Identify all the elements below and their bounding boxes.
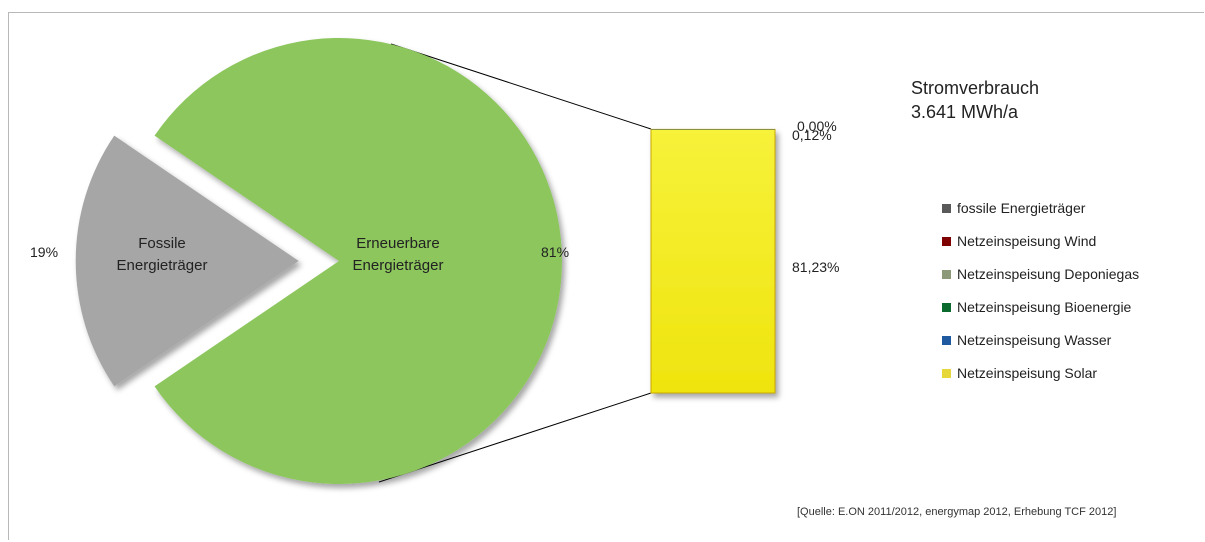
pie-slice-fossil [75, 135, 299, 387]
legend-swatch [942, 368, 951, 378]
legend: fossile Energieträger Netzeinspeisung Wi… [942, 196, 1139, 394]
legend-item-wasser: Netzeinspeisung Wasser [942, 328, 1139, 352]
chart-title: Stromverbrauch 3.641 MWh/a [911, 76, 1039, 124]
legend-label: Netzeinspeisung Deponiegas [957, 266, 1140, 282]
chart-frame [8, 12, 1204, 540]
breakdown-bar [650, 128, 776, 394]
chart-title-line1: Stromverbrauch [911, 78, 1040, 98]
legend-label: Netzeinspeisung Wind [957, 233, 1097, 249]
pie-slice-renewable [154, 38, 562, 485]
chart-title-line2: 3.641 MWh/a [911, 102, 1019, 122]
slice-label-renewable-line1: Erneuerbare [356, 235, 439, 252]
legend-swatch [942, 236, 951, 246]
legend-label: Netzeinspeisung Wasser [957, 332, 1112, 348]
slice-label-renewable-line2: Energieträger [353, 257, 444, 274]
legend-item-solar: Netzeinspeisung Solar [942, 361, 1139, 385]
pie-slices [75, 38, 562, 485]
slice-label-fossil-line2: Energieträger [117, 257, 208, 274]
legend-item-fossil: fossile Energieträger [942, 196, 1139, 220]
slice-value-renewable: 81% [541, 244, 569, 260]
bar-label-wasser: 0,12% [792, 127, 832, 143]
connector-line-top [390, 43, 652, 130]
legend-item-wind: Netzeinspeisung Wind [942, 229, 1139, 253]
connector-line-bottom [378, 392, 652, 483]
legend-swatch [942, 203, 951, 213]
legend-item-bioenergie: Netzeinspeisung Bioenergie [942, 295, 1139, 319]
source-note: [Quelle: E.ON 2011/2012, energymap 2012,… [797, 506, 1117, 518]
legend-label: fossile Energieträger [957, 200, 1086, 216]
legend-label: Netzeinspeisung Bioenergie [957, 299, 1132, 315]
legend-swatch [942, 302, 951, 312]
bar-label-solar: 81,23% [792, 259, 839, 275]
legend-label: Netzeinspeisung Solar [957, 365, 1098, 381]
legend-swatch [942, 335, 951, 345]
legend-swatch [942, 269, 951, 279]
bar-segment-solar [650, 128, 776, 394]
slice-value-fossil: 19% [30, 244, 58, 260]
legend-item-deponiegas: Netzeinspeisung Deponiegas [942, 262, 1139, 286]
connector-lines [378, 43, 652, 483]
slice-label-fossil-line1: Fossile [138, 235, 186, 252]
bar-label-bioenergie: 0,00% [797, 118, 837, 134]
